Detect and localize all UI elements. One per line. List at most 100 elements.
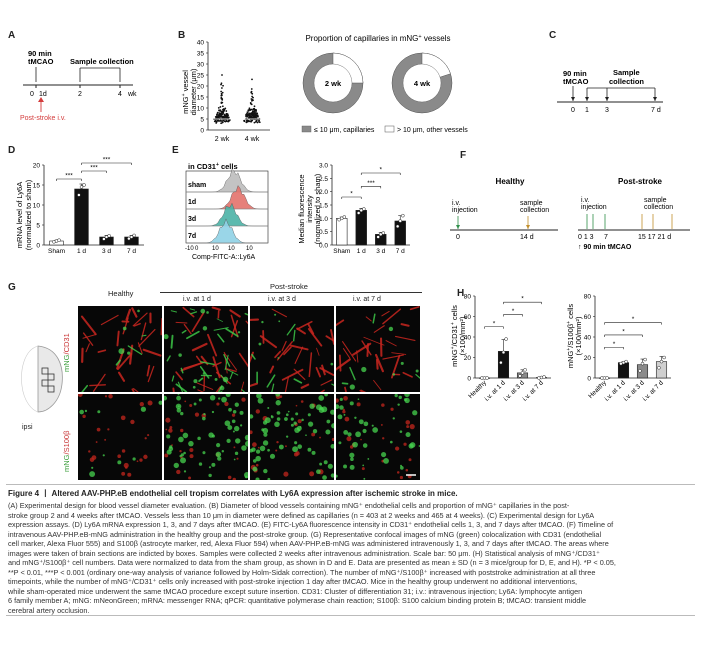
mng-cell (257, 397, 264, 404)
b-scatter-point (220, 87, 223, 89)
mng-signal (286, 323, 296, 336)
c-tick-3: 7 d (651, 107, 661, 114)
mng-cell (312, 429, 318, 434)
s100b-cell (380, 423, 383, 426)
s100b-cell (390, 407, 394, 411)
mng-cell (267, 407, 270, 410)
b-scatter-point (223, 120, 226, 123)
mng-cell (415, 369, 419, 373)
mng-cell (336, 404, 340, 410)
s100b-cell (144, 437, 147, 440)
s100b-cell (123, 462, 129, 468)
s100b-cell (95, 441, 98, 443)
mng-cell (307, 421, 314, 427)
micrograph-tile (250, 394, 334, 480)
b-scatter-point (216, 111, 219, 114)
e-xtick: Sham (333, 248, 350, 255)
mng-cell (343, 413, 346, 416)
s100b-cell (295, 451, 300, 456)
h1-point (499, 360, 503, 365)
mng-signal (224, 354, 229, 371)
h1-point (520, 371, 525, 375)
mng-cell (275, 400, 281, 406)
mng-cell (214, 377, 218, 381)
s100b-cell (395, 446, 400, 451)
b-scatter-point (251, 78, 253, 81)
mng-cell (219, 385, 225, 391)
mng-cell (176, 408, 182, 413)
mng-cell (237, 331, 241, 334)
e-xtick: 3 d (376, 248, 385, 255)
mng-cell (182, 432, 189, 439)
e-sig-1-label: * (350, 191, 353, 198)
cd31-vessel (80, 315, 97, 336)
mng-cell (418, 445, 420, 447)
mng-cell (235, 438, 241, 444)
s100b-cell (297, 419, 302, 424)
mng-signal (415, 373, 420, 379)
cd31-vessel (207, 333, 218, 357)
mng-cell (233, 458, 236, 461)
h2-sig-1-label: * (613, 341, 616, 348)
cd31-vessel (325, 335, 334, 342)
s100b-cell (382, 437, 385, 440)
mng-cell (137, 309, 140, 313)
mng-cell (200, 308, 206, 314)
micrograph-tile (78, 394, 162, 480)
cd31-vessel (138, 328, 156, 347)
mng-cell (343, 464, 348, 469)
mng-cell (227, 425, 233, 430)
s100b-cell (91, 455, 97, 460)
mng-cell (355, 431, 361, 438)
mng-signal (225, 327, 239, 338)
b-scatter-point (254, 116, 257, 119)
d-point (129, 235, 134, 239)
mng-signal (293, 378, 303, 384)
mng-cell (177, 405, 180, 408)
mng-cell (221, 396, 227, 403)
h2-point (657, 366, 661, 370)
mng-cell (217, 397, 221, 400)
s100b-cell (130, 419, 135, 425)
mng-cell (180, 453, 184, 457)
s100b-cell (171, 444, 173, 446)
cd31-vessel (290, 344, 309, 351)
e-ytick: 0.5 (319, 229, 328, 236)
s100b-cell (216, 402, 220, 406)
mng-signal (349, 366, 356, 381)
h2-bar (655, 361, 668, 379)
cd31-vessel (250, 382, 259, 388)
caption-line: timepoints, while the number of mNG⁺/CD3… (8, 577, 578, 586)
mng-cell (267, 448, 270, 452)
s100b-cell (311, 432, 316, 437)
s100b-cell (295, 404, 298, 407)
cd31-vessel (360, 389, 367, 392)
f-tmcao: ↑ 90 min tMCAO (578, 244, 632, 251)
mng-cell (225, 394, 231, 398)
mng-cell (409, 442, 416, 448)
mng-cell (202, 416, 206, 421)
b-scatter-point (250, 90, 253, 93)
b-pie-label: 4 wk (414, 79, 431, 88)
mng-cell (209, 395, 216, 401)
s100b-cell (344, 416, 350, 422)
c-event2b: collection (609, 77, 644, 86)
b-scatter-point (219, 106, 222, 108)
b-scatter-point (245, 115, 247, 117)
mng-cell (255, 477, 260, 480)
mng-cell (79, 409, 84, 415)
s100b-cell (184, 400, 187, 403)
mng-cell (202, 451, 206, 455)
h1-point (518, 374, 522, 378)
mng-cell (354, 416, 357, 419)
mng-cell (252, 466, 258, 472)
mng-cell (323, 460, 328, 465)
c-tick-1: 1 (585, 107, 589, 114)
d-bar (74, 188, 89, 246)
mng-cell (331, 423, 334, 429)
mng-cell (352, 441, 358, 448)
d-xtick: 7 d (127, 248, 136, 255)
s100b-cell (255, 409, 260, 414)
b-scatter-point (243, 120, 246, 123)
s100b-cell (403, 442, 407, 446)
